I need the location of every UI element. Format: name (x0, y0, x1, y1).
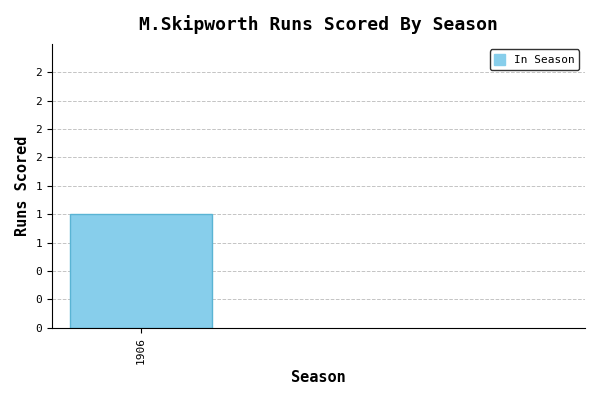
X-axis label: Season: Season (291, 370, 346, 385)
Bar (70, 214, 212, 328)
Y-axis label: Runs Scored: Runs Scored (15, 136, 30, 236)
Title: M.Skipworth Runs Scored By Season: M.Skipworth Runs Scored By Season (139, 15, 498, 34)
Legend: In Season: In Season (490, 50, 580, 70)
